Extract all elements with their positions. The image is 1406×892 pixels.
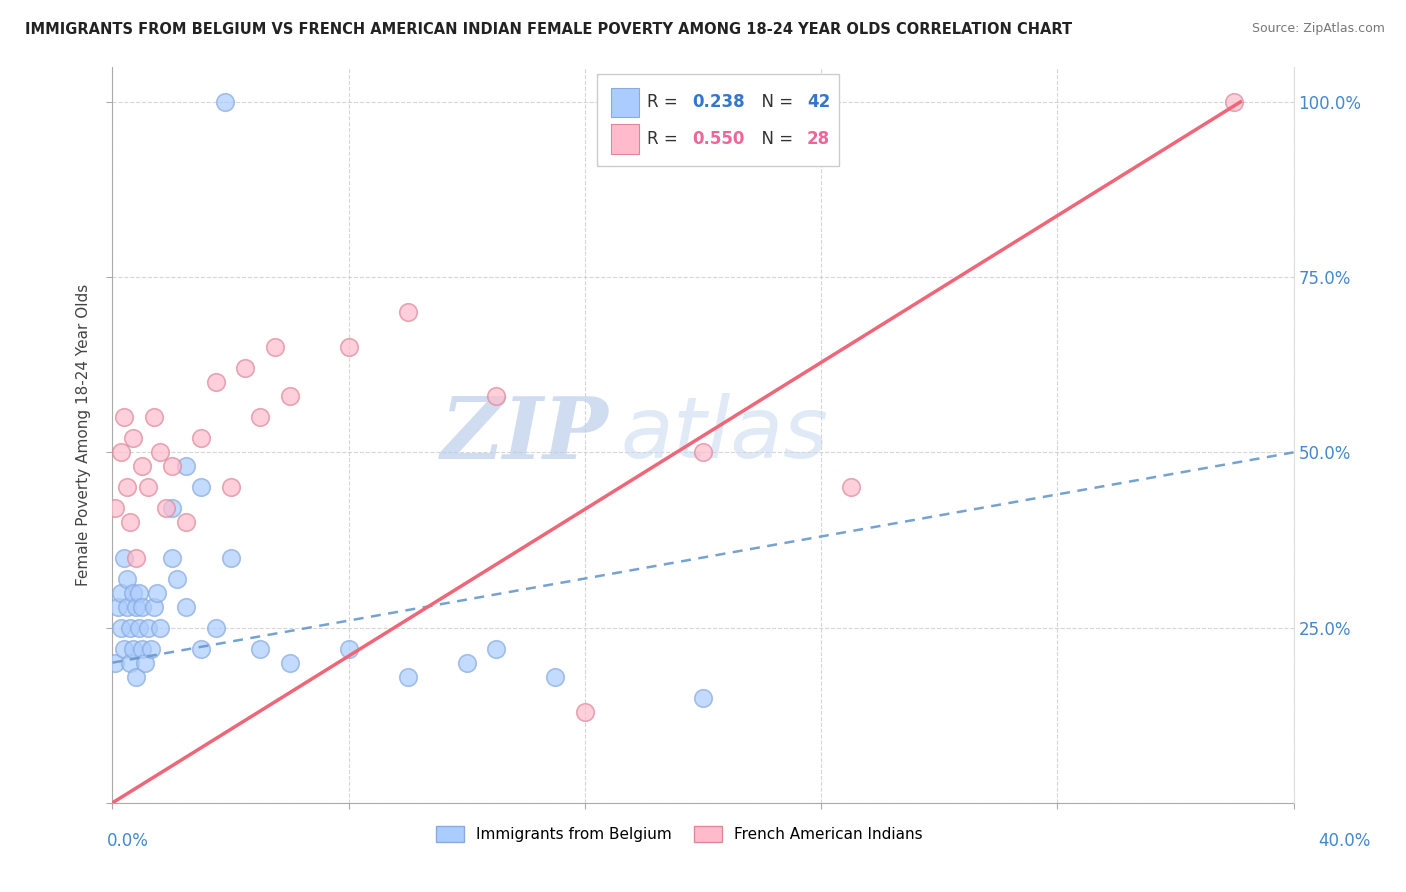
- Point: [122, 585, 145, 599]
- FancyBboxPatch shape: [610, 124, 640, 153]
- Point: [125, 670, 148, 684]
- Point: [120, 656, 142, 670]
- Point: [160, 459, 183, 474]
- Point: [142, 599, 165, 614]
- Text: 0.0%: 0.0%: [107, 832, 149, 850]
- Text: 0.238: 0.238: [692, 94, 745, 112]
- Point: [134, 656, 156, 670]
- Point: [278, 656, 301, 670]
- Point: [117, 480, 138, 494]
- Point: [692, 445, 714, 459]
- Point: [112, 550, 135, 565]
- Point: [174, 516, 197, 530]
- Point: [104, 501, 127, 516]
- Point: [117, 572, 138, 586]
- Point: [839, 480, 862, 494]
- FancyBboxPatch shape: [610, 87, 640, 117]
- Point: [219, 550, 242, 565]
- Point: [190, 480, 212, 494]
- Point: [136, 621, 159, 635]
- Point: [149, 445, 172, 459]
- Point: [174, 599, 197, 614]
- Point: [146, 585, 169, 599]
- Text: 40.0%: 40.0%: [1317, 832, 1371, 850]
- FancyBboxPatch shape: [596, 74, 839, 166]
- Text: R =: R =: [648, 94, 683, 112]
- Point: [128, 621, 150, 635]
- Point: [149, 621, 172, 635]
- Point: [131, 459, 153, 474]
- Point: [396, 670, 419, 684]
- Point: [544, 670, 567, 684]
- Point: [574, 705, 596, 719]
- Text: Source: ZipAtlas.com: Source: ZipAtlas.com: [1251, 22, 1385, 36]
- Point: [131, 641, 153, 656]
- Point: [190, 431, 212, 445]
- Point: [110, 585, 132, 599]
- Text: R =: R =: [648, 130, 683, 148]
- Point: [104, 656, 127, 670]
- Point: [337, 641, 360, 656]
- Text: atlas: atlas: [620, 393, 828, 476]
- Point: [107, 599, 129, 614]
- Point: [122, 641, 145, 656]
- Point: [166, 572, 188, 586]
- Text: N =: N =: [751, 94, 799, 112]
- Point: [125, 550, 148, 565]
- Point: [112, 641, 135, 656]
- Text: 0.550: 0.550: [692, 130, 745, 148]
- Legend: Immigrants from Belgium, French American Indians: Immigrants from Belgium, French American…: [430, 820, 929, 848]
- Point: [264, 340, 287, 354]
- Text: ZIP: ZIP: [440, 393, 609, 476]
- Text: IMMIGRANTS FROM BELGIUM VS FRENCH AMERICAN INDIAN FEMALE POVERTY AMONG 18-24 YEA: IMMIGRANTS FROM BELGIUM VS FRENCH AMERIC…: [25, 22, 1073, 37]
- Point: [160, 501, 183, 516]
- Point: [456, 656, 478, 670]
- Point: [142, 410, 165, 425]
- Point: [396, 305, 419, 319]
- Point: [219, 480, 242, 494]
- Point: [139, 641, 162, 656]
- Point: [160, 550, 183, 565]
- Point: [214, 95, 236, 109]
- Point: [485, 389, 508, 403]
- Point: [205, 621, 228, 635]
- Point: [125, 599, 148, 614]
- Point: [122, 431, 145, 445]
- Point: [136, 480, 159, 494]
- Point: [337, 340, 360, 354]
- Point: [120, 621, 142, 635]
- Text: N =: N =: [751, 130, 799, 148]
- Point: [131, 599, 153, 614]
- Point: [249, 641, 271, 656]
- Point: [278, 389, 301, 403]
- Point: [174, 459, 197, 474]
- Point: [205, 376, 228, 390]
- Point: [1223, 95, 1246, 109]
- Point: [692, 690, 714, 705]
- Text: 28: 28: [807, 130, 830, 148]
- Point: [249, 410, 271, 425]
- Point: [117, 599, 138, 614]
- Point: [128, 585, 150, 599]
- Text: 42: 42: [807, 94, 830, 112]
- Point: [112, 410, 135, 425]
- Point: [190, 641, 212, 656]
- Point: [485, 641, 508, 656]
- Point: [110, 621, 132, 635]
- Point: [120, 516, 142, 530]
- Point: [155, 501, 177, 516]
- Point: [233, 361, 256, 376]
- Y-axis label: Female Poverty Among 18-24 Year Olds: Female Poverty Among 18-24 Year Olds: [76, 284, 91, 586]
- Point: [110, 445, 132, 459]
